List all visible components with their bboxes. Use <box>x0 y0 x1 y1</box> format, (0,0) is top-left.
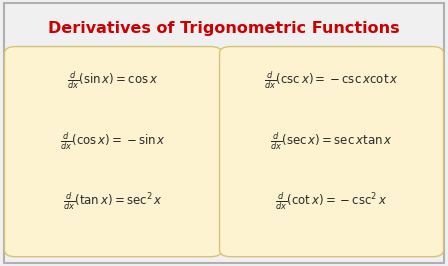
FancyBboxPatch shape <box>4 47 222 257</box>
Text: $\frac{d}{dx}(\tan x) = \sec^2 x$: $\frac{d}{dx}(\tan x) = \sec^2 x$ <box>63 190 163 212</box>
Text: $\frac{d}{dx}(\sin x) = \cos x$: $\frac{d}{dx}(\sin x) = \cos x$ <box>67 69 159 91</box>
Text: $\frac{d}{dx}(\cos x) = -\sin x$: $\frac{d}{dx}(\cos x) = -\sin x$ <box>60 130 166 152</box>
Text: Derivatives of Trigonometric Functions: Derivatives of Trigonometric Functions <box>48 21 400 36</box>
FancyBboxPatch shape <box>220 47 444 257</box>
Text: $\frac{d}{dx}(\csc x) = -\csc x\cot x$: $\frac{d}{dx}(\csc x) = -\csc x\cot x$ <box>264 69 399 91</box>
Text: $\frac{d}{dx}(\sec x) = \sec x\tan x$: $\frac{d}{dx}(\sec x) = \sec x\tan x$ <box>270 130 393 152</box>
Text: $\frac{d}{dx}(\cot x) = -\csc^2 x$: $\frac{d}{dx}(\cot x) = -\csc^2 x$ <box>276 190 388 212</box>
FancyBboxPatch shape <box>4 3 444 263</box>
